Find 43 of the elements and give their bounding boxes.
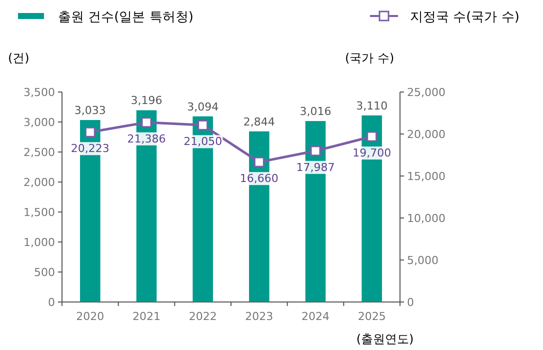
data-label: 3,110 xyxy=(356,99,388,112)
y2-tick-label: 0 xyxy=(407,296,414,309)
data-label: 21,386 xyxy=(127,132,166,146)
x-tick-label: 2020 xyxy=(76,310,104,323)
point xyxy=(254,156,264,168)
point xyxy=(141,117,152,128)
y2-tick-label: 10,000 xyxy=(407,212,446,225)
legend-label: 지정국 수(국가 수) xyxy=(410,10,520,25)
y2-tick-label: 5,000 xyxy=(407,254,438,267)
data-label: 21,050 xyxy=(184,135,222,148)
y-tick-label: 2,500 xyxy=(24,146,55,159)
y2-axis-title: (국가 수) xyxy=(345,51,394,65)
data-label: 3,196 xyxy=(130,94,162,108)
point xyxy=(366,131,378,142)
y-tick-label: 2,000 xyxy=(24,176,55,189)
data-label: 2,844 xyxy=(243,115,275,128)
data-label: 16,660 xyxy=(240,172,278,186)
x-tick-label: 2024 xyxy=(302,310,330,323)
y-tick-label: 500 xyxy=(34,266,55,279)
x-tick-label: 2021 xyxy=(132,310,160,323)
y-tick-label: 3,500 xyxy=(24,86,55,99)
x-tick-label: 2025 xyxy=(358,310,386,323)
point xyxy=(84,126,96,138)
y-tick-label: 0 xyxy=(48,296,55,309)
data-label: 3,094 xyxy=(187,100,219,114)
y-tick-label: 1,500 xyxy=(24,206,55,219)
y2-tick-label: 15,000 xyxy=(407,170,446,183)
y-tick-label: 1,000 xyxy=(24,236,55,249)
data-label: 17,987 xyxy=(296,160,335,174)
data-label: 19,700 xyxy=(352,146,392,160)
data-label: 3,033 xyxy=(74,104,106,118)
x-axis-title: (출원연도) xyxy=(356,332,414,346)
x-tick-label: 2022 xyxy=(188,310,217,323)
data-label: 20,223 xyxy=(70,142,110,156)
point xyxy=(310,146,321,156)
y2-tick-label: 25,000 xyxy=(407,86,446,99)
y2-tick-label: 20,000 xyxy=(407,128,446,141)
point xyxy=(198,120,208,130)
data-label: 3,016 xyxy=(300,105,332,118)
legend-label: 출원 건수(일본 특허청) xyxy=(58,10,194,25)
x-tick-label: 2023 xyxy=(245,310,274,323)
y-tick-label: 3,000 xyxy=(24,116,55,129)
y-axis-title: (건) xyxy=(8,51,30,65)
